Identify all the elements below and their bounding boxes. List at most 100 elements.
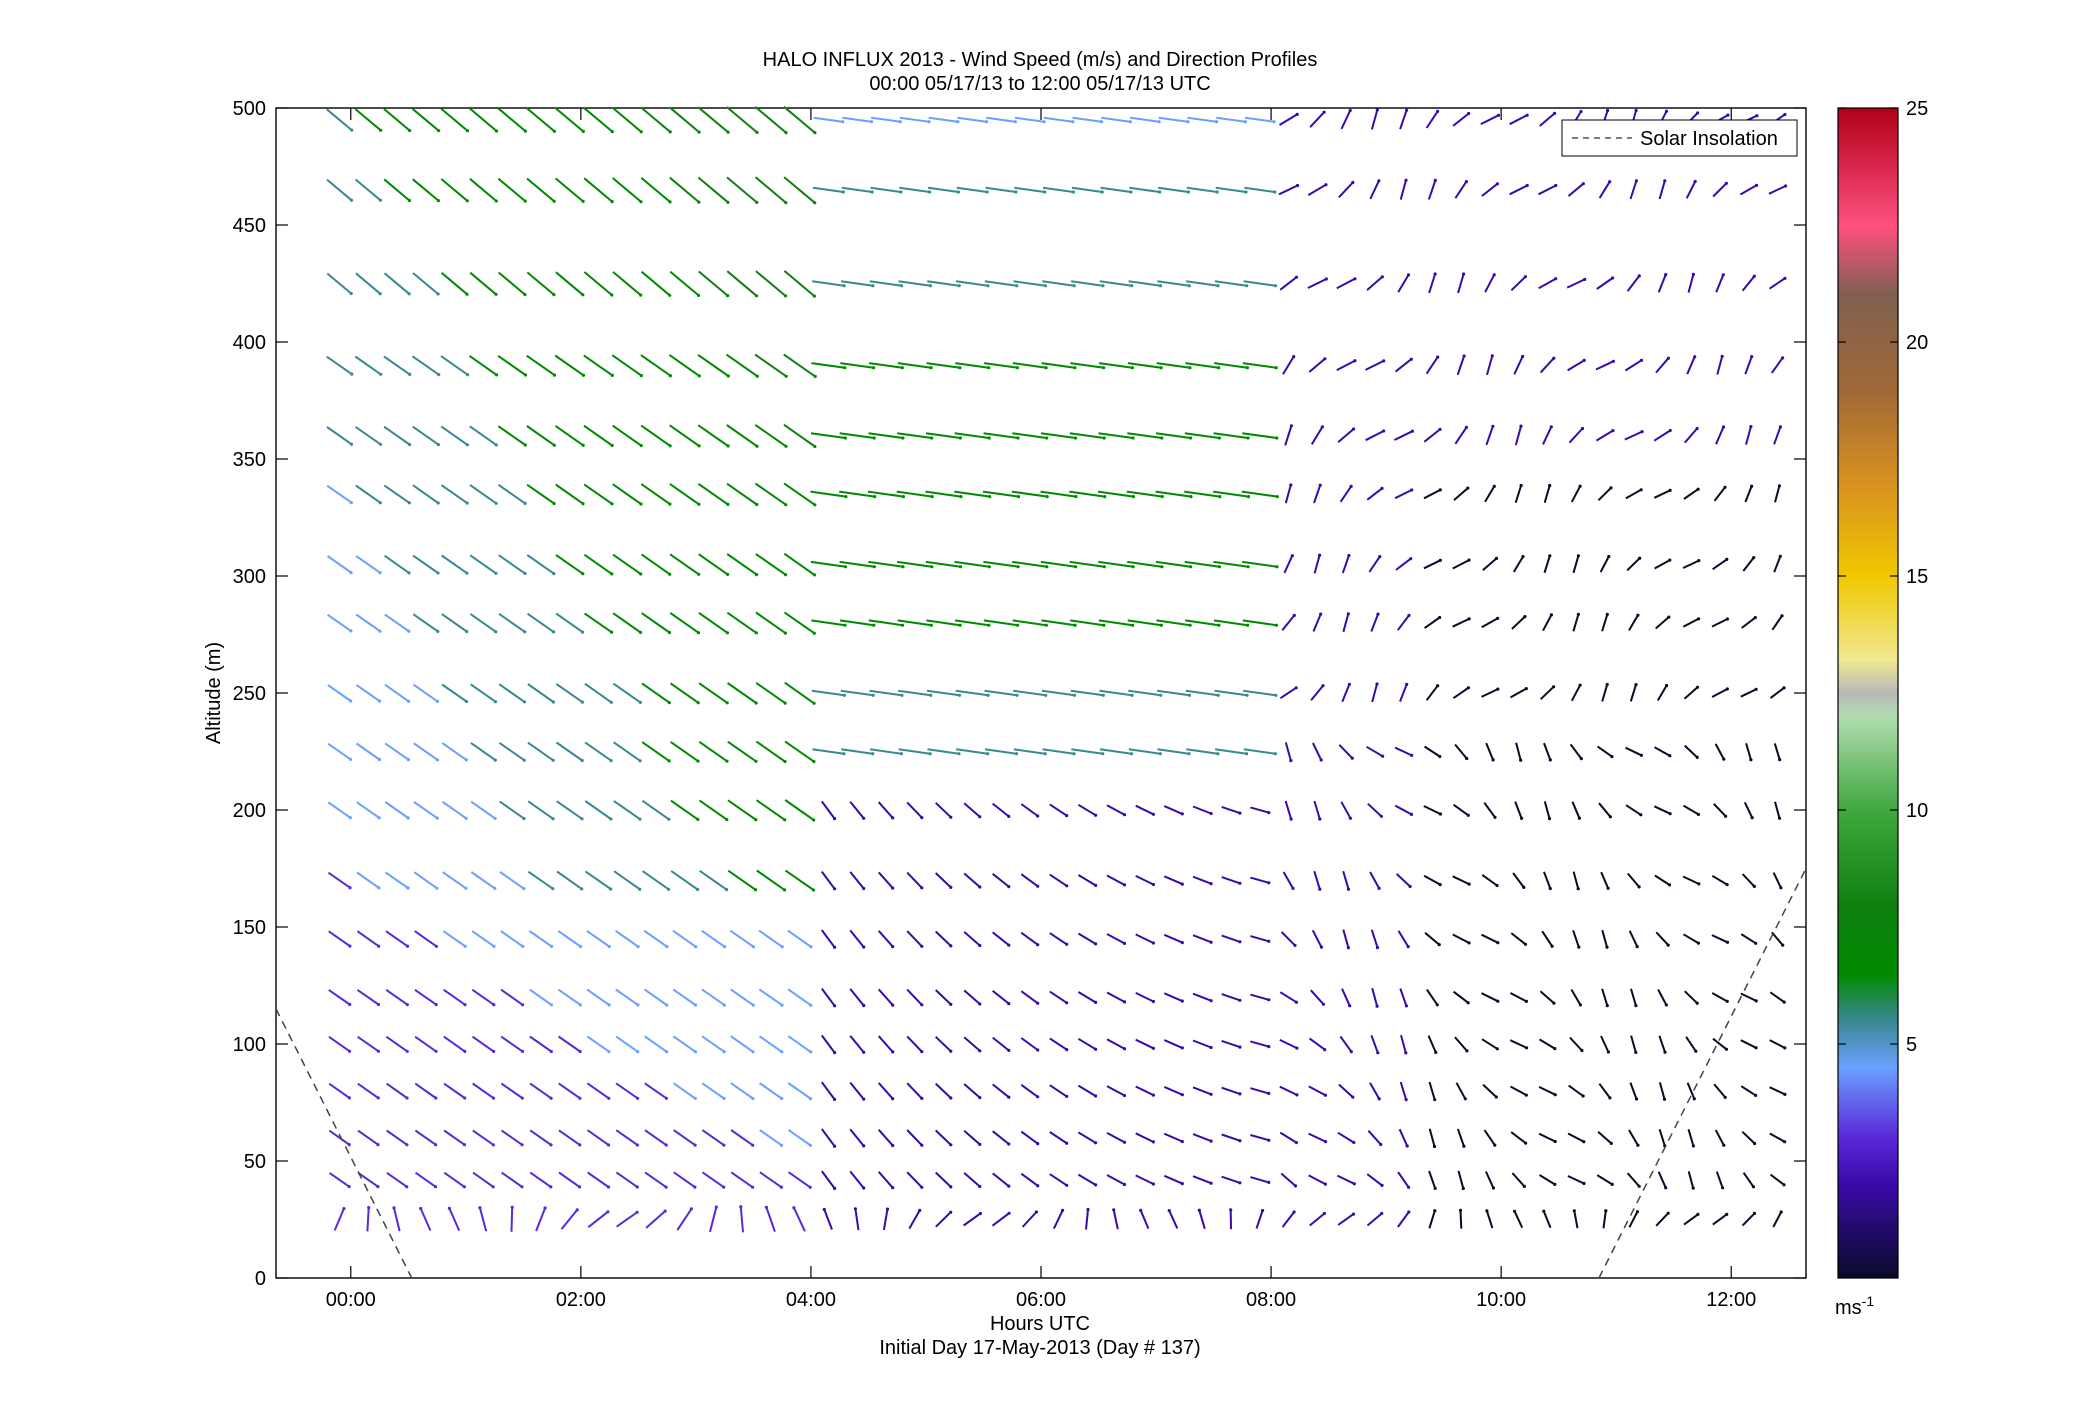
wind-barb — [1366, 1212, 1383, 1227]
wind-barb-head — [1554, 183, 1558, 188]
wind-barb — [1568, 1084, 1584, 1097]
wind-barb — [1185, 619, 1220, 627]
wind-barb — [412, 554, 439, 574]
wind-barb — [584, 800, 612, 820]
wind-barb-head — [1464, 425, 1468, 429]
wind-barb — [383, 355, 411, 376]
wind-barb — [470, 871, 496, 890]
wind-barb — [1336, 1174, 1355, 1185]
wind-barb-head — [696, 631, 701, 635]
wind-barb-head — [929, 693, 933, 697]
wind-barb-head — [1553, 1047, 1557, 1051]
wind-barb-head — [1493, 815, 1497, 819]
wind-barb-head — [1666, 1211, 1670, 1215]
wind-barb-head — [957, 752, 961, 756]
wind-barb-head — [783, 818, 787, 822]
wind-barb-head — [697, 374, 701, 378]
wind-barb — [355, 613, 381, 632]
wind-barb-head — [1611, 276, 1615, 280]
wind-barb — [1042, 280, 1075, 287]
wind-barb — [1630, 1035, 1637, 1053]
wind-barb — [1425, 110, 1439, 129]
wind-barb-head — [1100, 120, 1104, 124]
wind-barb — [672, 1035, 696, 1053]
wind-barb — [1540, 686, 1555, 700]
wind-barb-head — [929, 623, 933, 627]
wind-barb — [849, 1081, 865, 1100]
wind-barb-head — [1496, 999, 1500, 1003]
wind-barb — [413, 801, 438, 819]
wind-barb — [1423, 428, 1441, 443]
wind-barb-head — [1466, 486, 1470, 490]
wind-barb-head — [764, 1205, 769, 1209]
wind-barb-head — [349, 500, 353, 505]
wind-barb-head — [1209, 1092, 1213, 1096]
wind-barb — [1308, 1037, 1326, 1051]
wind-barb — [841, 748, 873, 755]
wind-barb — [1370, 613, 1379, 632]
wind-barb-head — [1209, 1181, 1213, 1185]
wind-barb — [500, 1129, 523, 1146]
wind-barb-head — [1465, 1049, 1469, 1053]
wind-barb-head — [1407, 1210, 1411, 1214]
wind-barb-head — [493, 886, 497, 891]
wind-barb-head — [1323, 1048, 1327, 1052]
wind-barb — [849, 1128, 865, 1147]
wind-barb-head — [1130, 284, 1134, 288]
wind-barb-head — [1581, 182, 1585, 186]
wind-barb — [1538, 1038, 1556, 1050]
wind-barb — [1713, 1083, 1726, 1099]
wind-barb-head — [609, 759, 613, 763]
wind-barb-head — [1045, 565, 1049, 569]
wind-barb — [840, 362, 874, 369]
wind-barb-head — [1778, 554, 1782, 559]
wind-barb — [1773, 556, 1782, 573]
wind-barb — [698, 611, 728, 634]
wind-barb-head — [1721, 425, 1726, 429]
wind-barb-head — [751, 1096, 755, 1101]
wind-barb — [1654, 559, 1671, 570]
wind-barb-head — [833, 1186, 837, 1190]
wind-barb — [897, 362, 932, 369]
wind-barb — [558, 1129, 581, 1146]
wind-barb-head — [494, 129, 499, 133]
wind-barb-head — [1352, 1140, 1356, 1145]
wind-barb — [701, 1035, 725, 1053]
wind-barb-head — [1754, 1093, 1758, 1097]
wind-barb — [443, 1035, 466, 1053]
wind-barb-head — [1782, 1183, 1786, 1187]
wind-barb — [701, 1171, 725, 1188]
wind-barb-head — [1639, 488, 1643, 492]
wind-barb — [526, 271, 555, 296]
wind-barb-head — [606, 1185, 611, 1189]
wind-barb-head — [1065, 1048, 1069, 1052]
wind-barb — [583, 424, 613, 447]
wind-barb — [555, 483, 584, 505]
wind-barb-head — [1694, 1049, 1698, 1053]
wind-barb-head — [1323, 357, 1327, 361]
wind-barb-head — [1245, 284, 1249, 288]
wind-barb-head — [1293, 1184, 1298, 1188]
wind-barb — [1399, 109, 1408, 130]
wind-barb-head — [1318, 483, 1322, 487]
wind-barb-head — [1036, 1142, 1040, 1146]
wind-barb-head — [1122, 883, 1127, 887]
wind-barb — [1279, 1085, 1298, 1096]
wind-barb — [868, 619, 903, 627]
wind-barb — [1538, 184, 1557, 196]
wind-barb-head — [755, 444, 759, 448]
wind-barb-head — [491, 1143, 495, 1147]
wind-barb-head — [1216, 752, 1220, 756]
wind-barb — [1192, 1039, 1212, 1049]
wind-barb — [469, 484, 497, 505]
wind-barb — [327, 742, 352, 761]
wind-barb — [1745, 743, 1752, 760]
wind-barb — [869, 748, 902, 755]
wind-barb — [471, 988, 495, 1006]
wind-barb-head — [1750, 355, 1754, 359]
wind-barb — [1740, 688, 1757, 698]
wind-barb — [1741, 275, 1756, 292]
wind-barb-head — [664, 1185, 668, 1189]
wind-barb — [963, 1172, 981, 1188]
wind-barb-head — [1522, 885, 1526, 890]
